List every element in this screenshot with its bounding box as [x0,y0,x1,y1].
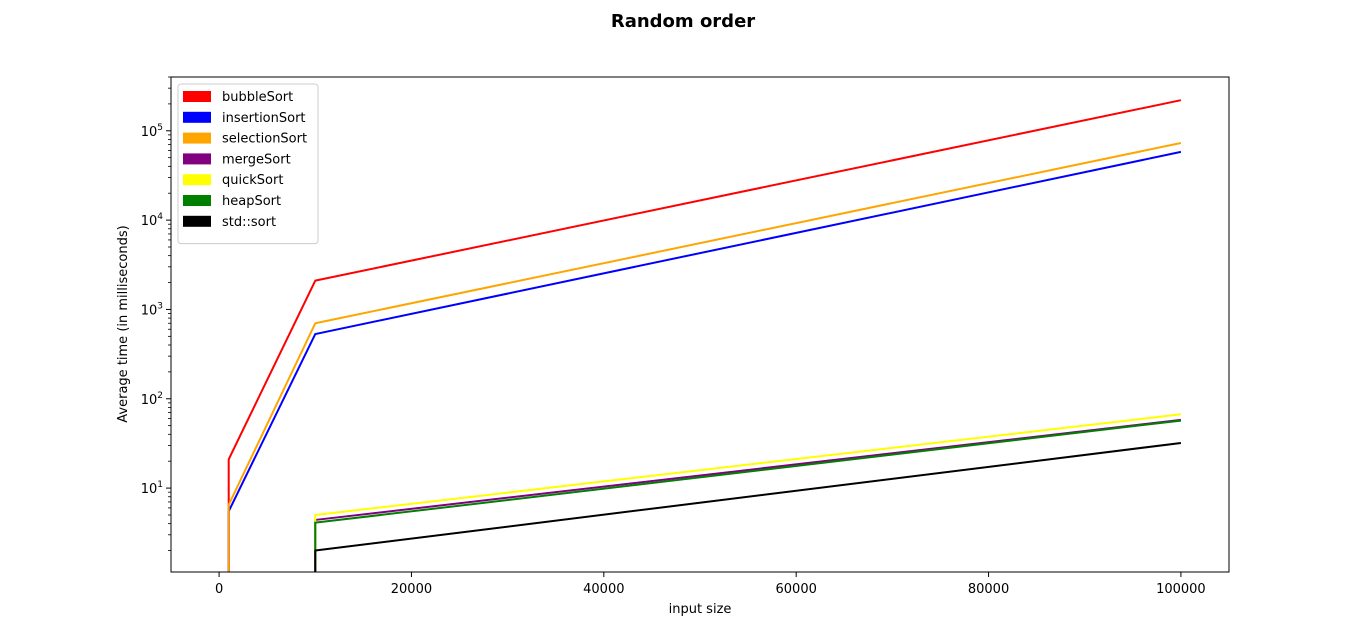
legend-swatch [183,111,211,123]
y-tick-label: 102 [141,391,163,408]
y-axis: 101 102 103 104 105 [141,76,171,551]
y-tick-label: 105 [141,123,163,140]
legend-label: mergeSort [222,152,291,167]
y-tick-label: 104 [141,212,164,229]
y-axis-label: Average time (in milliseconds) [116,225,131,422]
y-tick-label: 101 [141,480,163,497]
legend-label: heapSort [222,194,281,209]
legend-item: std::sort [183,215,276,230]
series-line-selectionsort [227,142,1182,572]
legend-label: quickSort [222,173,283,188]
legend: bubbleSort insertionSort selectionSort merg… [177,83,319,245]
legend-label: std::sort [222,215,276,230]
legend-label: selectionSort [222,132,307,147]
plot-area [171,77,1229,572]
x-axis: 0 20000 40000 60000 80000 100000 [215,572,1206,597]
x-axis-label: input size [669,602,732,617]
legend-swatch [183,215,211,227]
series-layer [227,99,1182,572]
x-tick-label: 0 [215,582,223,597]
plot-frame [170,76,1230,573]
x-tick-label: 40000 [583,582,624,597]
legend-item: mergeSort [183,152,291,167]
legend-swatch [183,132,211,144]
x-tick-label: 80000 [968,582,1009,597]
series-line-quicksort [314,413,1182,572]
chart-title: Random order [611,11,755,32]
legend-label: bubbleSort [222,90,293,105]
legend-box [177,83,319,245]
x-tick-label: 100000 [1156,582,1206,597]
y-tick-label: 103 [141,301,163,318]
legend-swatch [183,174,211,186]
series-line-std-sort [314,441,1182,572]
x-tick-label: 60000 [776,582,817,597]
legend-item: insertionSort [183,111,306,126]
series-line-heapsort [314,419,1182,572]
x-tick-label: 20000 [391,582,432,597]
legend-swatch [183,91,211,102]
legend-label: insertionSort [222,111,306,126]
legend-item: heapSort [183,194,281,209]
legend-item: selectionSort [183,132,307,147]
legend-swatch [183,153,211,165]
legend-item: quickSort [183,173,283,188]
legend-item: bubbleSort [183,90,293,105]
legend-swatch [183,195,211,206]
